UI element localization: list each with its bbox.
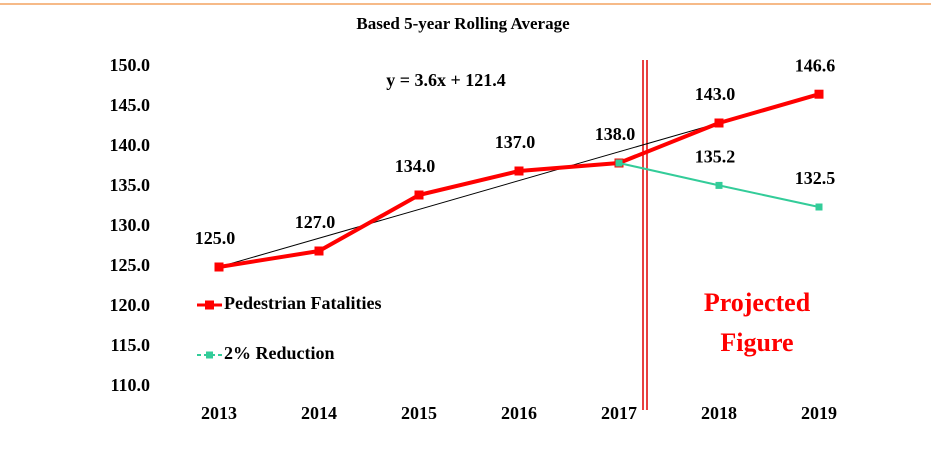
point-marker — [314, 246, 324, 256]
data-label: 146.6 — [795, 55, 836, 75]
y-tick-label: 120.0 — [110, 295, 151, 315]
legend-label: 2% Reduction — [224, 343, 335, 363]
annotation: Projected — [704, 288, 811, 317]
chart-title: Based 5-year Rolling Average — [356, 14, 570, 33]
y-tick-label: 110.0 — [110, 375, 150, 395]
legend-marker — [206, 351, 213, 359]
data-label: 127.0 — [295, 212, 336, 232]
point-marker — [615, 159, 623, 167]
y-tick-label: 135.0 — [110, 175, 151, 195]
x-tick-label: 2016 — [501, 403, 537, 423]
legend-marker — [205, 300, 214, 310]
point-marker — [714, 118, 724, 128]
data-label: 138.0 — [595, 124, 636, 144]
x-tick-label: 2019 — [801, 403, 837, 423]
y-tick-label: 125.0 — [110, 255, 151, 275]
x-tick-label: 2013 — [201, 403, 237, 423]
annotation: Figure — [720, 328, 793, 357]
data-label: 132.5 — [795, 168, 836, 188]
data-label: 125.0 — [195, 228, 236, 248]
data-label: 143.0 — [695, 84, 736, 104]
point-marker — [514, 166, 524, 176]
x-tick-label: 2015 — [401, 403, 437, 423]
y-tick-label: 140.0 — [110, 135, 151, 155]
data-label: 134.0 — [395, 156, 436, 176]
y-tick-label: 115.0 — [110, 335, 150, 355]
data-label: 137.0 — [495, 132, 536, 152]
point-marker — [815, 203, 823, 211]
point-marker — [414, 190, 424, 200]
trendline-label: y = 3.6x + 121.4 — [386, 70, 506, 90]
y-tick-label: 130.0 — [110, 215, 151, 235]
y-tick-label: 150.0 — [110, 55, 151, 75]
legend-label: Pedestrian Fatalities — [224, 293, 381, 313]
point-marker — [214, 262, 224, 272]
y-tick-label: 145.0 — [110, 95, 151, 115]
data-label: 135.2 — [695, 147, 736, 167]
point-marker — [814, 89, 824, 99]
x-tick-label: 2014 — [301, 403, 337, 423]
x-tick-label: 2017 — [601, 403, 637, 423]
x-tick-label: 2018 — [701, 403, 737, 423]
point-marker — [715, 181, 723, 189]
